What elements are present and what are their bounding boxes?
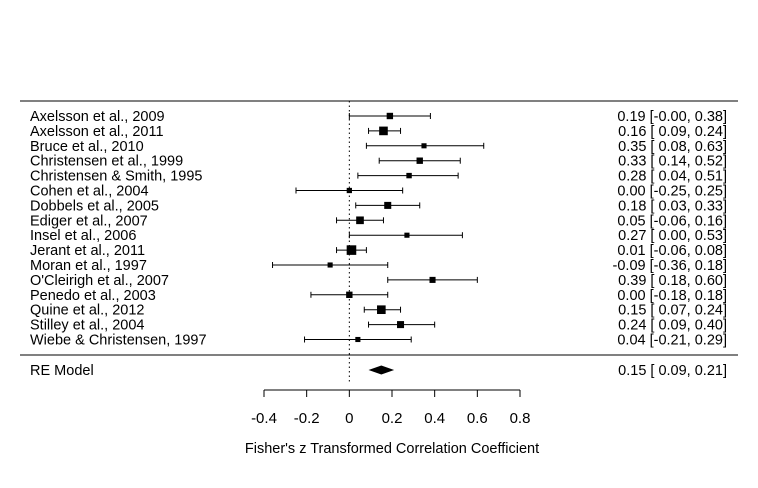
study-label: Jerant et al., 2011 [30,243,145,259]
study-row: Bruce et al., 2010 0.35 [ 0.08, 0.63] [30,139,727,155]
x-tick-label: -0.4 [251,410,277,427]
x-tick-label: 0.8 [510,410,531,427]
ci-value-text: 0.28 [ 0.04, 0.51] [618,169,727,185]
study-row: Wiebe & Christensen, 1997 0.04 [-0.21, 0.… [30,333,727,349]
ci-value-text: 0.33 [ 0.14, 0.52] [618,154,727,170]
summary-ci-text: 0.15 [ 0.09, 0.21] [618,363,727,379]
study-row: Christensen et al., 1999 0.33 [ 0.14, 0.5… [30,154,727,170]
study-row: Jerant et al., 2011 0.01 [-0.06, 0.08] [30,243,727,259]
study-row: Quine et al., 2012 0.15 [ 0.07, 0.24] [30,303,727,319]
ci-value-text: -0.09 [-0.36, 0.18] [613,258,727,274]
x-tick-label: -0.2 [294,410,320,427]
study-row: Insel et al., 2006 0.27 [ 0.00, 0.53] [30,228,727,244]
study-row: O'Cleirigh et al., 2007 0.39 [ 0.18, 0.60… [30,273,727,289]
point-estimate [355,336,361,343]
ci-value-text: 0.00 [-0.25, 0.25] [617,184,727,200]
point-estimate [429,276,436,283]
study-label: Insel et al., 2006 [30,228,136,244]
x-axis: -0.4 -0.2 0 0.2 0.4 0.6 0.8 [251,389,531,427]
point-estimate [386,112,394,120]
study-label: Penedo et al., 2003 [30,288,156,304]
ci-value-text: 0.04 [-0.21, 0.29] [617,333,727,349]
study-row: Dobbels et al., 2005 0.18 [ 0.03, 0.33] [30,198,727,214]
point-estimate [377,305,386,315]
study-row: Christensen & Smith, 1995 0.28 [ 0.04, 0.… [30,169,727,185]
point-estimate [379,126,388,136]
point-estimate [421,143,427,149]
study-label: Christensen & Smith, 1995 [30,169,202,185]
x-tick-label: 0 [345,410,353,427]
point-estimate [346,245,357,255]
ci-value-text: 0.39 [ 0.18, 0.60] [618,273,727,289]
ci-value-text: 0.35 [ 0.08, 0.63] [618,139,727,155]
ci-value-text: 0.18 [ 0.03, 0.33] [618,198,727,214]
ci-value-text: 0.19 [-0.00, 0.38] [617,109,727,125]
x-tick-label: 0.2 [382,410,403,427]
study-row: Penedo et al., 2003 0.00 [-0.18, 0.18] [30,288,727,304]
point-estimate [327,262,333,268]
point-estimate [356,216,364,225]
ci-value-text: 0.01 [-0.06, 0.08] [617,243,727,259]
study-label: Quine et al., 2012 [30,303,144,319]
point-estimate [384,201,392,209]
study-label: O'Cleirigh et al., 2007 [30,273,169,289]
study-row: Moran et al., 1997 -0.09 [-0.36, 0.18] [30,258,727,274]
study-label: Axelsson et al., 2009 [30,109,165,125]
x-tick-label: 0.4 [424,410,445,427]
point-estimate [406,172,412,179]
study-row: Axelsson et al., 2011 0.16 [ 0.09, 0.24] [30,124,727,140]
study-row: Cohen et al., 2004 0.00 [-0.25, 0.25] [30,184,727,200]
ci-value-text: 0.16 [ 0.09, 0.24] [618,124,727,140]
study-label: Ediger et al., 2007 [30,213,148,229]
ci-value-text: 0.15 [ 0.07, 0.24] [618,303,727,319]
study-label: Stilley et al., 2004 [30,318,144,334]
study-row: Axelsson et al., 2009 0.19 [-0.00, 0.38] [30,109,727,125]
point-estimate [397,321,405,329]
ci-value-text: 0.27 [ 0.00, 0.53] [618,228,727,244]
summary-label: RE Model [30,363,94,379]
studies-layer: Axelsson et al., 2009 0.19 [-0.00, 0.38]A… [30,109,727,349]
study-label: Dobbels et al., 2005 [30,198,159,214]
study-label: Christensen et al., 1999 [30,154,183,170]
x-tick-label: 0.6 [467,410,488,427]
ci-value-text: 0.00 [-0.18, 0.18] [617,288,727,304]
point-estimate [346,187,352,194]
study-label: Moran et al., 1997 [30,258,147,274]
point-estimate [346,291,353,298]
study-label: Axelsson et al., 2011 [30,124,164,140]
point-estimate [404,232,410,238]
x-axis-title: Fisher's z Transformed Correlation Coeff… [245,441,539,457]
summary-layer: RE Model 0.15 [ 0.09, 0.21] [30,363,727,379]
point-estimate [416,157,423,164]
ci-value-text: 0.05 [-0.06, 0.16] [617,213,727,229]
study-label: Bruce et al., 2010 [30,139,144,155]
study-label: Cohen et al., 2004 [30,184,149,200]
study-row: Ediger et al., 2007 0.05 [-0.06, 0.16] [30,213,727,229]
summary-diamond [368,365,395,375]
study-label: Wiebe & Christensen, 1997 [30,333,207,349]
study-row: Stilley et al., 2004 0.24 [ 0.09, 0.40] [30,318,727,334]
ci-value-text: 0.24 [ 0.09, 0.40] [618,318,727,334]
